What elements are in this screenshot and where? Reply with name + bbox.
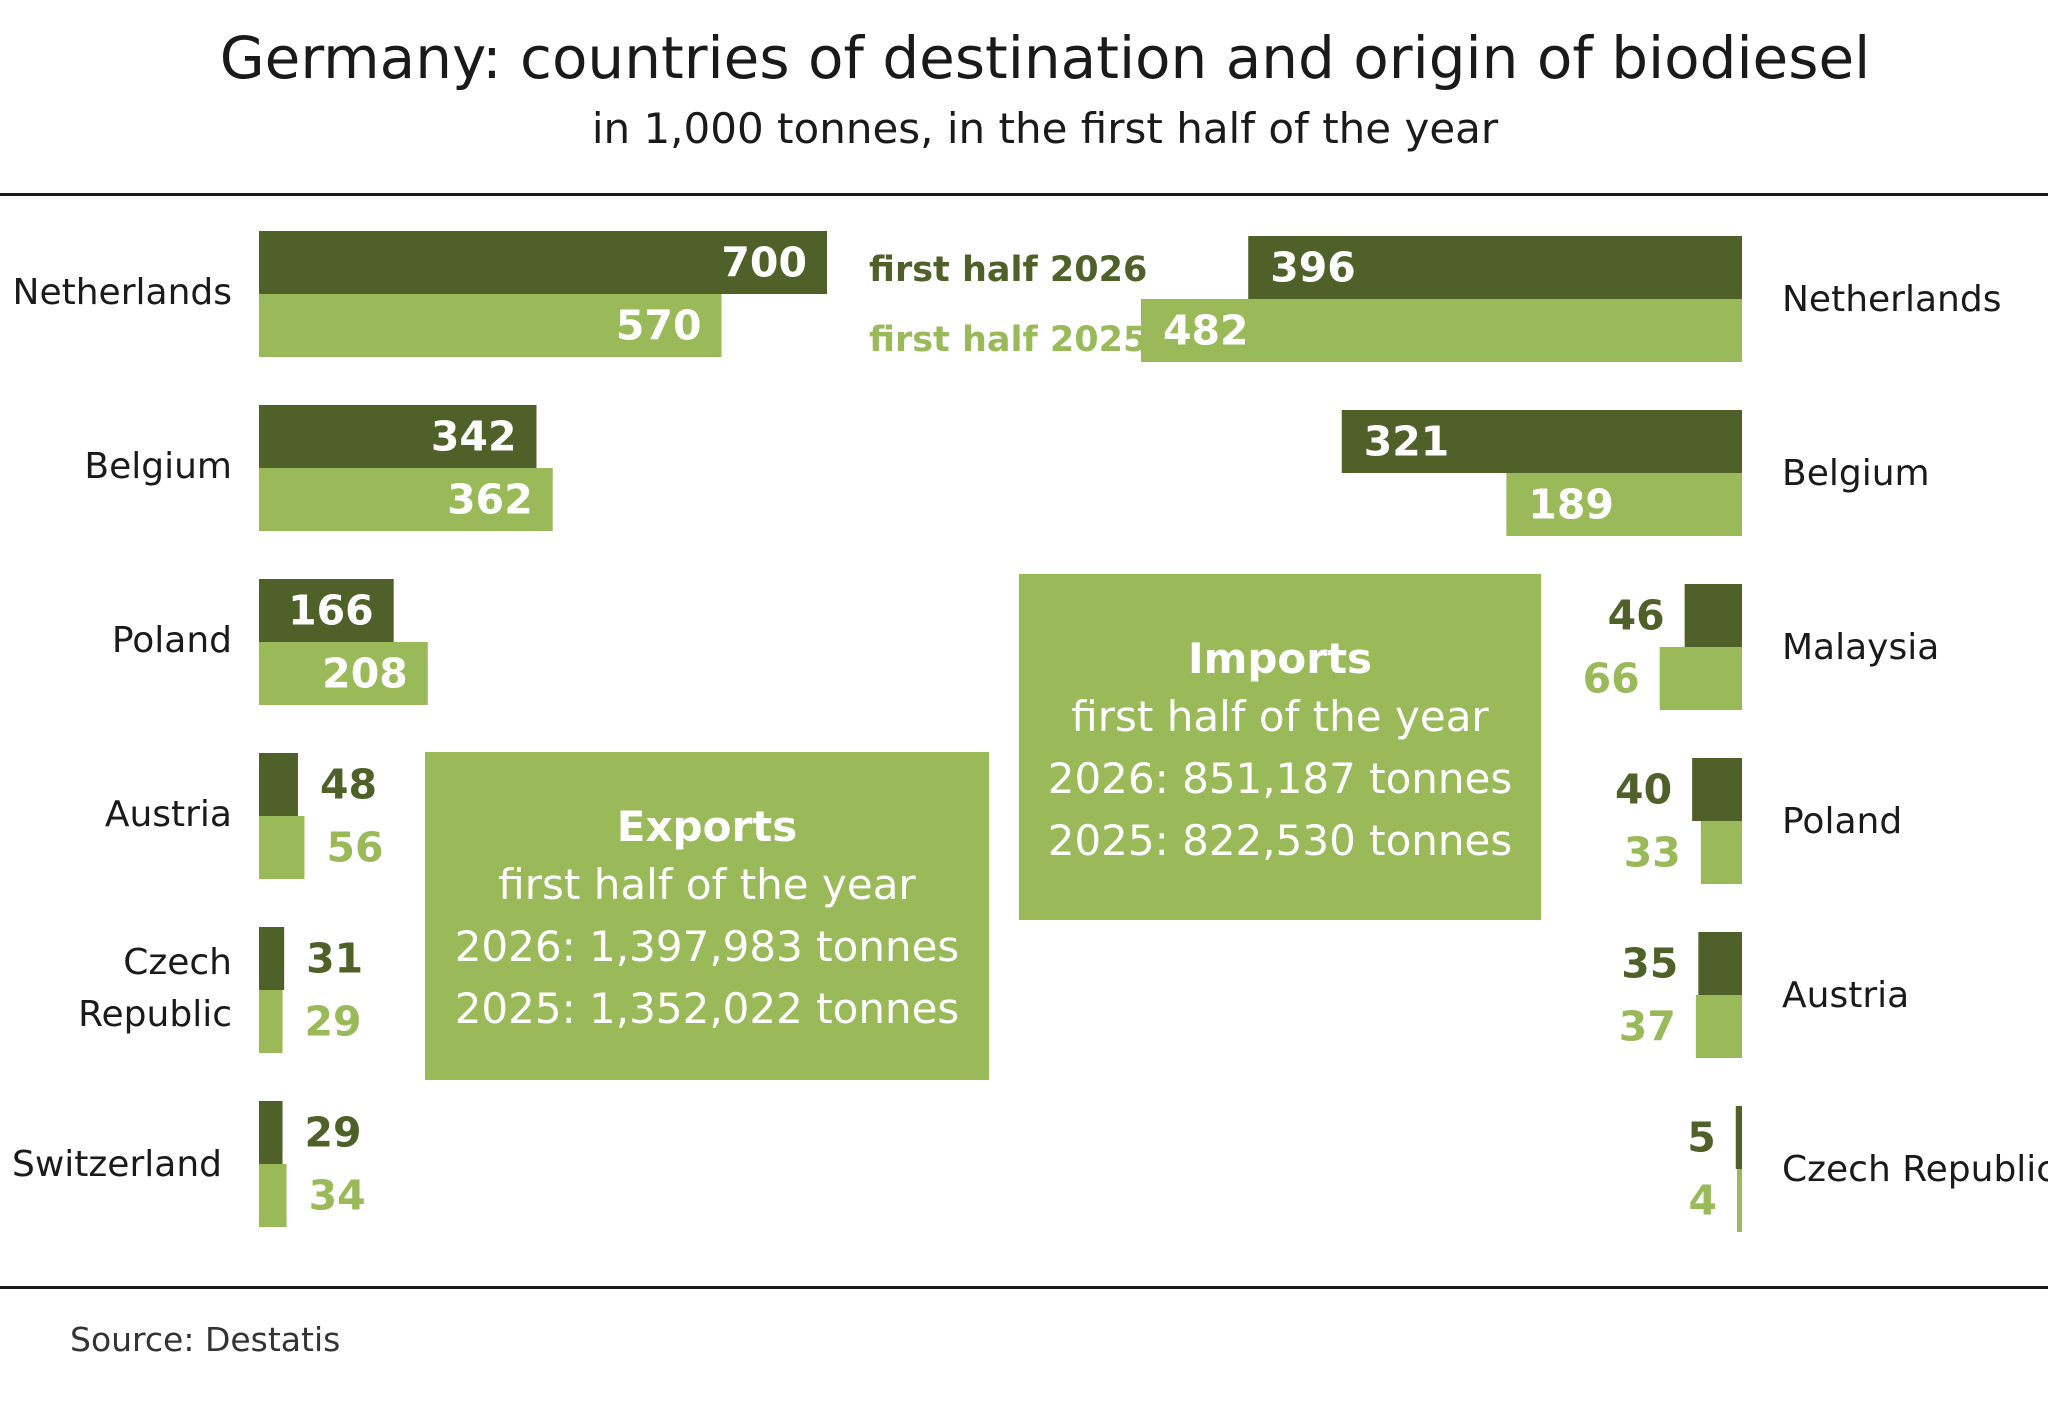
chart-title: Germany: countries of destination and or… <box>219 24 1871 92</box>
exports-summary-box: Exports first half of the year 2026: 1,3… <box>425 752 989 1080</box>
export-value-label-switzerland-2026: 29 <box>305 1109 362 1157</box>
exports-box-2026: 2026: 1,397,983 tonnes <box>454 922 960 971</box>
bottom-rule <box>0 1286 2048 1289</box>
exports-box-period: first half of the year <box>498 860 916 909</box>
export-country-label-poland: Poland <box>112 620 232 661</box>
export-bar-poland-2025 <box>259 642 428 705</box>
export-bar-belgium-2026 <box>259 405 537 468</box>
legend-2025: first half 2025 <box>869 320 1147 360</box>
imports-box-2025: 2025: 822,530 tonnes <box>1047 816 1513 865</box>
import-country-label-netherlands: Netherlands <box>1782 279 2001 320</box>
export-bar-netherlands-2025 <box>259 294 722 357</box>
export-country-label-switzerland: Switzerland <box>12 1144 222 1185</box>
export-value-label-austria-2026: 48 <box>320 761 377 809</box>
export-country-label-line: Austria <box>105 794 232 835</box>
export-value-label-poland-2026: 166 <box>288 587 374 635</box>
export-bar-austria-2025 <box>259 816 305 879</box>
export-country-label-line: Netherlands <box>13 272 232 313</box>
export-value-label-switzerland-2025: 34 <box>309 1172 366 1220</box>
import-value-label-austria-2026: 35 <box>1621 940 1678 988</box>
import-country-label-czech-republic: Czech Republic <box>1782 1149 2048 1190</box>
legend-2026: first half 2026 <box>869 250 1147 290</box>
imports-summary-box: Imports first half of the year 2026: 851… <box>1019 574 1541 920</box>
import-value-label-czech-republic-2025: 4 <box>1688 1177 1717 1225</box>
import-country-label-belgium: Belgium <box>1782 453 1930 494</box>
export-bar-belgium-2025 <box>259 468 553 531</box>
import-country-label-austria: Austria <box>1782 975 1909 1016</box>
import-value-label-austria-2025: 37 <box>1619 1003 1676 1051</box>
export-bar-poland-2026 <box>259 579 394 642</box>
export-country-label-belgium: Belgium <box>84 446 232 487</box>
export-value-label-austria-2025: 56 <box>326 824 383 872</box>
export-country-label-line: Czech <box>123 942 232 983</box>
imports-box-2026: 2026: 851,187 tonnes <box>1047 754 1513 803</box>
chart-subtitle: in 1,000 tonnes, in the first half of th… <box>591 104 1499 153</box>
import-country-label-poland: Poland <box>1782 801 1902 842</box>
import-value-label-malaysia-2025: 66 <box>1583 655 1640 703</box>
import-country-label-malaysia: Malaysia <box>1782 627 1939 668</box>
import-value-label-belgium-2026: 321 <box>1364 418 1450 466</box>
exports-box-2025: 2025: 1,352,022 tonnes <box>454 984 960 1033</box>
export-bar-austria-2026 <box>259 753 298 816</box>
export-value-label-netherlands-2025: 570 <box>616 302 702 350</box>
export-country-label-line: Republic <box>78 994 232 1035</box>
import-value-label-netherlands-2025: 482 <box>1163 307 1249 355</box>
import-value-label-malaysia-2026: 46 <box>1608 592 1665 640</box>
export-value-label-poland-2025: 208 <box>322 650 408 698</box>
export-bar-netherlands-2026 <box>259 231 827 294</box>
export-value-label-netherlands-2026: 700 <box>721 239 807 287</box>
imports-box-title: Imports <box>1187 634 1373 683</box>
export-value-label-belgium-2026: 342 <box>431 413 517 461</box>
import-bar-netherlands-2026 <box>1248 236 1742 299</box>
export-bar-czech-republic-2025 <box>259 990 283 1053</box>
import-bar-belgium-2026 <box>1341 410 1742 473</box>
export-country-label-line: Poland <box>112 620 232 661</box>
export-bar-czech-republic-2026 <box>259 927 285 990</box>
export-country-label-line: Switzerland <box>12 1144 222 1185</box>
import-bar-malaysia-2025 <box>1659 647 1742 710</box>
import-bar-austria-2025 <box>1695 995 1742 1058</box>
import-value-label-belgium-2025: 189 <box>1528 481 1614 529</box>
exports-box-title: Exports <box>616 802 798 851</box>
import-bar-netherlands-2025 <box>1141 299 1742 362</box>
export-country-label-line: Belgium <box>84 446 232 487</box>
import-bar-czech-republic-2026 <box>1735 1106 1742 1169</box>
export-value-label-belgium-2025: 362 <box>447 476 533 524</box>
import-bar-czech-republic-2025 <box>1737 1169 1742 1232</box>
source-note: Source: Destatis <box>70 1320 341 1359</box>
import-value-label-czech-republic-2026: 5 <box>1687 1114 1716 1162</box>
export-value-label-czech-republic-2026: 31 <box>306 935 363 983</box>
export-value-label-czech-republic-2025: 29 <box>305 998 362 1046</box>
import-bar-belgium-2025 <box>1506 473 1742 536</box>
import-value-label-poland-2025: 33 <box>1624 829 1681 877</box>
import-value-label-netherlands-2026: 396 <box>1270 244 1356 292</box>
export-bar-switzerland-2026 <box>259 1101 283 1164</box>
export-country-label-netherlands: Netherlands <box>13 272 232 313</box>
top-rule <box>0 193 2048 196</box>
import-value-label-poland-2026: 40 <box>1615 766 1672 814</box>
import-bar-austria-2026 <box>1698 932 1742 995</box>
import-bar-poland-2025 <box>1700 821 1742 884</box>
import-bar-malaysia-2026 <box>1684 584 1742 647</box>
import-bar-poland-2026 <box>1692 758 1742 821</box>
export-bar-switzerland-2025 <box>259 1164 287 1227</box>
export-country-label-austria: Austria <box>105 794 232 835</box>
export-country-label-czech-republic: Czech Republic <box>78 942 232 1035</box>
imports-box-period: first half of the year <box>1071 692 1489 741</box>
